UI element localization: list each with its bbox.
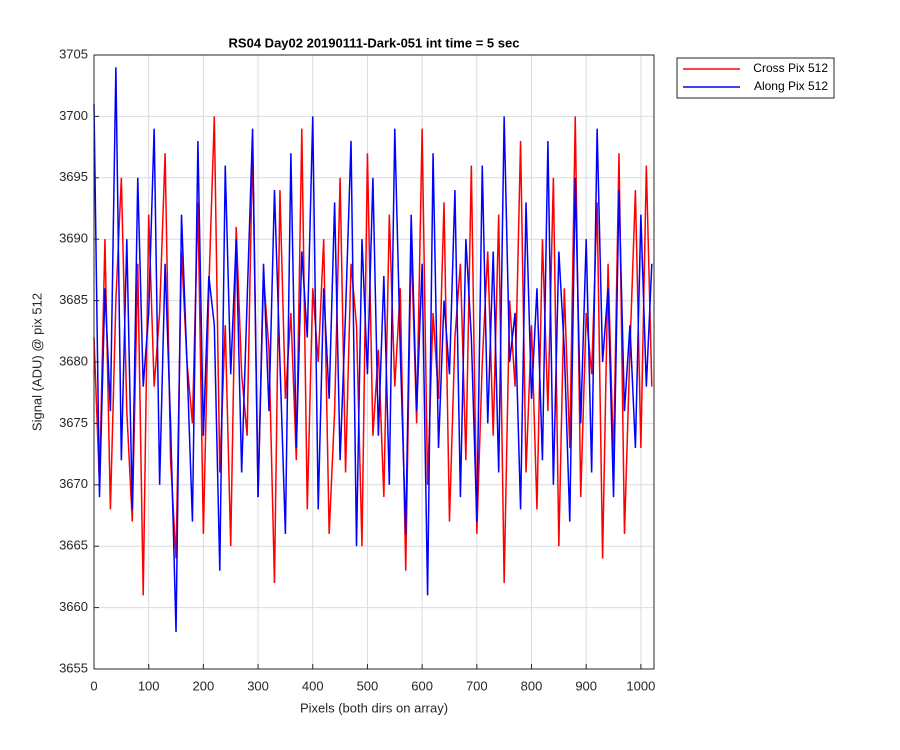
chart-title: RS04 Day02 20190111-Dark-051 int time = … xyxy=(229,35,520,50)
y-axis-label: Signal (ADU) @ pix 512 xyxy=(29,293,44,431)
y-tick-label: 3685 xyxy=(59,292,88,307)
x-tick-label: 700 xyxy=(466,678,488,693)
lines-layer xyxy=(93,67,653,633)
legend: Cross Pix 512 Along Pix 512 xyxy=(676,57,835,99)
x-tick-label: 1000 xyxy=(626,678,655,693)
x-axis-label: Pixels (both dirs on array) xyxy=(300,700,448,715)
x-tick-label: 0 xyxy=(90,678,97,693)
y-tick-label: 3655 xyxy=(59,660,88,675)
y-tick-label: 3665 xyxy=(59,538,88,553)
x-tick-label: 400 xyxy=(302,678,324,693)
legend-box xyxy=(676,57,835,99)
y-tick-label: 3700 xyxy=(59,108,88,123)
y-tick-label: 3705 xyxy=(59,46,88,61)
x-tick-label: 900 xyxy=(575,678,597,693)
x-tick-label: 800 xyxy=(521,678,543,693)
y-tick-label: 3695 xyxy=(59,169,88,184)
x-tick-label: 300 xyxy=(247,678,269,693)
x-tick-label: 600 xyxy=(411,678,433,693)
x-tick-label: 200 xyxy=(193,678,215,693)
y-tick-label: 3675 xyxy=(59,415,88,430)
x-tick-label: 100 xyxy=(138,678,160,693)
y-tick-label: 3670 xyxy=(59,476,88,491)
ticks-layer: 3655 3660 3665 3670 3675 3680 3685 3690 3695 3700… xyxy=(59,46,655,693)
y-tick-label: 3690 xyxy=(59,231,88,246)
y-tick-label: 3680 xyxy=(59,353,88,368)
legend-label: Along Pix 512 xyxy=(754,79,828,93)
y-tick-label: 3660 xyxy=(59,599,88,614)
legend-label: Cross Pix 512 xyxy=(753,61,828,75)
data-line xyxy=(93,67,653,633)
x-tick-label: 500 xyxy=(357,678,379,693)
